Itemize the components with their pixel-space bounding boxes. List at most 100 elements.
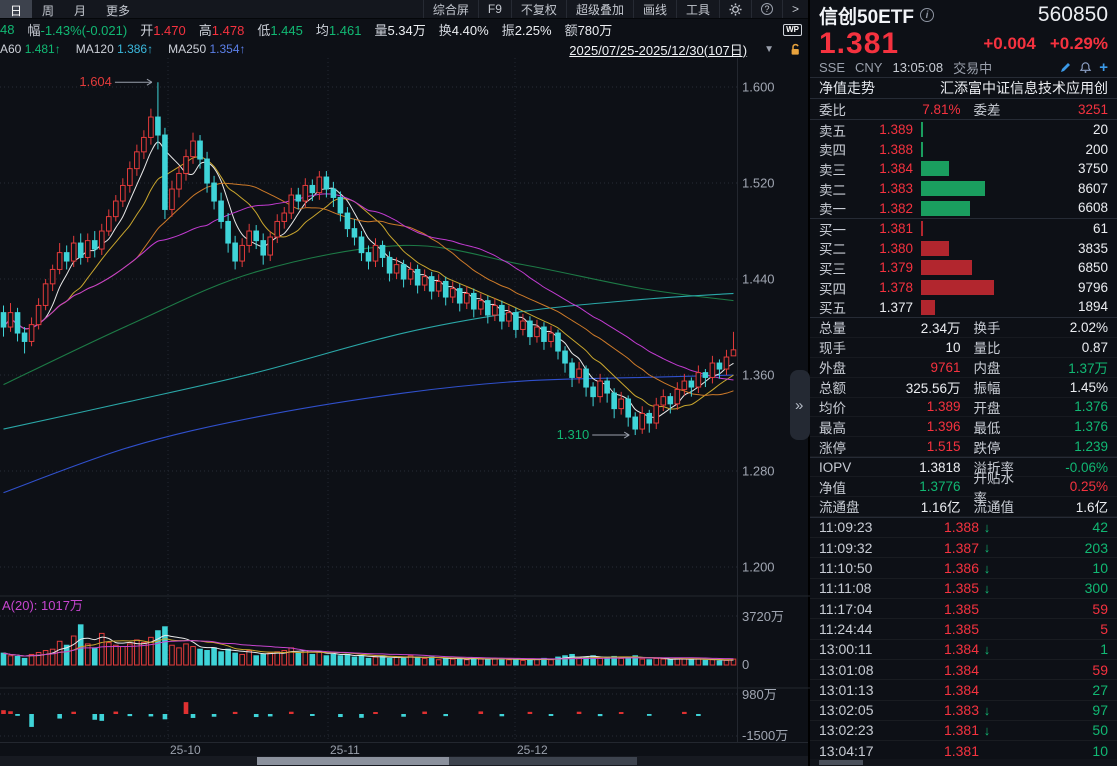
- candle-body: [407, 268, 414, 280]
- collapse-panel-icon[interactable]: »: [795, 397, 803, 414]
- candle-body: [379, 244, 386, 258]
- volume-bar: [98, 632, 105, 666]
- settings-gear-icon[interactable]: [718, 0, 751, 18]
- instrument-code: 560850: [1037, 3, 1108, 26]
- candle-body: [70, 242, 77, 262]
- collapse-tab: [790, 370, 810, 440]
- order-level-label: 卖二: [819, 182, 846, 198]
- y-axis-tick: 1.200: [742, 560, 775, 575]
- chevron-down-icon[interactable]: ▼: [764, 43, 774, 55]
- panel-scrollbar-thumb[interactable]: [819, 760, 863, 765]
- stats-row-涨停: 涨停 1.515 跌停 1.239: [810, 437, 1117, 458]
- panel-scrollbar[interactable]: [810, 759, 1117, 766]
- tick-price: 1.386: [943, 560, 979, 577]
- candle-body: [148, 116, 154, 138]
- volume-bar: [716, 660, 723, 666]
- volume-bar: [513, 658, 519, 666]
- ma-field-A60: A60 1.481↑: [0, 42, 61, 56]
- ask-row-卖四[interactable]: 卖四 1.388 200: [810, 140, 1117, 160]
- volume-bar: [597, 657, 603, 666]
- quote-label: 均: [315, 23, 329, 38]
- tick-row: 13:02:05 1.383 ↓ 97: [810, 701, 1117, 721]
- tab-period-月[interactable]: 月: [74, 4, 87, 18]
- candle-body: [477, 300, 484, 310]
- candle-body: [204, 158, 210, 184]
- alert-bell-icon[interactable]: [1079, 61, 1092, 74]
- ma20-line: [3, 182, 734, 396]
- volume-bar: [365, 657, 372, 666]
- tick-price: 1.388: [943, 519, 979, 536]
- stat-label: 均价: [819, 400, 846, 416]
- volume-bar: [91, 647, 98, 666]
- unlocked-padlock-icon[interactable]: [789, 43, 802, 56]
- quote-label: 量: [374, 23, 388, 38]
- quote-label: 换: [438, 23, 452, 38]
- volume-bar: [84, 643, 91, 666]
- ask-row-卖二[interactable]: 卖二 1.383 8607: [810, 179, 1117, 199]
- volume-bar: [330, 653, 337, 666]
- ma-values: A60 1.481↑ MA120 1.386↑ MA250 1.354↑: [0, 42, 246, 56]
- order-volume-bar: [921, 141, 923, 157]
- bid-row-买三[interactable]: 买三 1.379 6850: [810, 258, 1117, 278]
- volume-bar: [660, 658, 667, 666]
- candle-body: [428, 276, 435, 292]
- tick-volume: 1: [1100, 641, 1108, 658]
- candle-body: [162, 134, 168, 210]
- info-icon[interactable]: i: [920, 8, 935, 22]
- order-level-label: 卖四: [819, 143, 846, 159]
- flow-bar: [190, 714, 196, 718]
- candlestick-chart[interactable]: 1.600 1.520 1.440 1.360 1.280 1.200 1.604 1.310…: [0, 58, 810, 742]
- ask-row-卖五[interactable]: 卖五 1.389 20: [810, 120, 1117, 140]
- quote-field-开: 开1.470: [140, 20, 186, 39]
- flow-bar: [548, 714, 554, 716]
- tick-time: 13:01:13: [819, 681, 874, 698]
- x-axis-label: 25-11: [330, 743, 360, 757]
- bid-row-买二[interactable]: 买二 1.380 3835: [810, 239, 1117, 259]
- candle-body: [660, 396, 667, 406]
- help-icon: ?: [760, 3, 773, 15]
- volume-bar: [281, 650, 288, 666]
- tick-list[interactable]: 11:09:23 1.388 ↓ 42 11:09:32 1.387 ↓ 203 11:10:5…: [810, 518, 1117, 759]
- expand-chevron-icon[interactable]: >: [781, 0, 808, 18]
- menu-item-画线[interactable]: 画线: [632, 0, 676, 18]
- tab-period-周[interactable]: 周: [42, 4, 55, 18]
- flow-bar: [527, 711, 533, 714]
- add-plus-icon[interactable]: +: [1099, 59, 1108, 76]
- date-range-selector[interactable]: 2025/07/25-2025/12/30(107日): [569, 42, 748, 58]
- ma-strip: A60 1.481↑ MA120 1.386↑ MA250 1.354↑ 2025/…: [0, 40, 808, 58]
- price-annotation: 1.310: [557, 427, 590, 442]
- bid-row-买五[interactable]: 买五 1.377 1894: [810, 297, 1117, 317]
- stat-label: 最低: [973, 420, 1001, 436]
- menu-item-综合屏[interactable]: 综合屏: [422, 0, 478, 18]
- tab-period-更多[interactable]: 更多: [106, 4, 131, 18]
- tab-period-日[interactable]: 日: [0, 0, 33, 18]
- candle-body: [611, 392, 617, 410]
- candle-body: [197, 140, 203, 160]
- fund-row[interactable]: 净值走势 汇添富中证信息技术应用创: [810, 78, 1117, 99]
- bid-row-买一[interactable]: 买一 1.381 61: [810, 219, 1117, 239]
- tick-price: 1.381: [943, 722, 979, 739]
- candle-body: [590, 386, 596, 398]
- wp-monitor-icon[interactable]: WP: [783, 23, 802, 36]
- volume-bar: [14, 655, 21, 666]
- volume-bar: [456, 657, 463, 666]
- menu-item-工具[interactable]: 工具: [675, 0, 719, 18]
- ask-row-卖三[interactable]: 卖三 1.384 3750: [810, 159, 1117, 179]
- scrollbar-thumb[interactable]: [257, 757, 449, 765]
- candle-body: [372, 244, 379, 262]
- candle-body: [674, 388, 681, 405]
- edit-pencil-icon[interactable]: [1059, 61, 1072, 74]
- menu-item-超级叠加[interactable]: 超级叠加: [565, 0, 633, 18]
- order-price: 1.378: [879, 280, 913, 296]
- menu-item-F9[interactable]: F9: [477, 0, 511, 18]
- horizontal-scrollbar[interactable]: [0, 756, 808, 766]
- help-button[interactable]: ?: [750, 0, 782, 18]
- chart-panel: 日周 月 更多 综合屏 F9 不复权 超级叠加 画线 工具 ? >: [0, 0, 810, 766]
- menu-item-不复权[interactable]: 不复权: [510, 0, 566, 18]
- period-tabs: 日周 月 更多: [0, 0, 140, 18]
- volume-bar: [190, 646, 196, 666]
- order-volume-bar: [921, 161, 949, 177]
- ask-row-卖一[interactable]: 卖一 1.382 6608: [810, 198, 1117, 218]
- bid-row-买四[interactable]: 买四 1.378 9796: [810, 278, 1117, 298]
- candlestick-chart-area[interactable]: 1.600 1.520 1.440 1.360 1.280 1.200 1.604 1.310…: [0, 58, 810, 742]
